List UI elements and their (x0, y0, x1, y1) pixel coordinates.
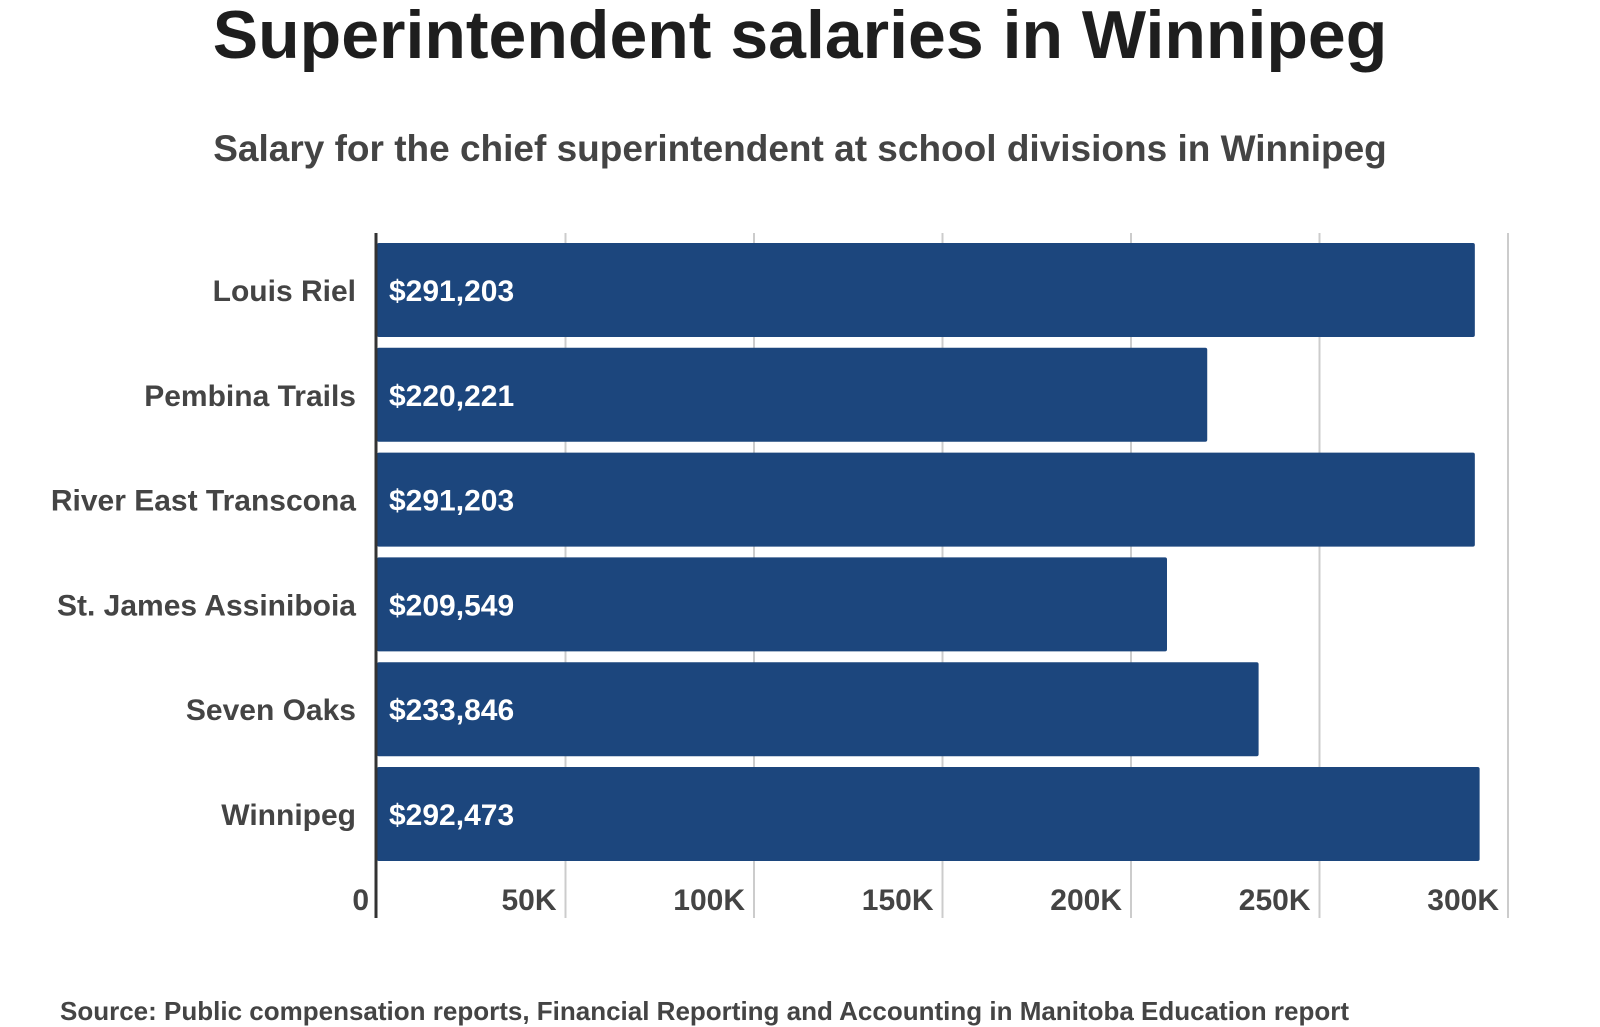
category-label: Pembina Trails (144, 380, 356, 413)
category-label: St. James Assiniboia (57, 589, 356, 622)
bar (377, 557, 1167, 652)
x-tick-label: 100K (673, 884, 745, 917)
category-label: Winnipeg (221, 799, 356, 832)
data-label: $291,203 (389, 275, 514, 308)
category-label: River East Transcona (51, 485, 356, 518)
bar (377, 767, 1480, 861)
chart-title: Superintendent salaries in Winnipeg (212, 0, 1388, 73)
bar (377, 452, 1475, 547)
x-tick-label: 300K (1427, 884, 1499, 917)
bar (377, 243, 1475, 337)
x-tick-label: 0 (352, 884, 369, 917)
category-label: Seven Oaks (186, 694, 356, 727)
bar (377, 662, 1259, 757)
x-tick-label: 250K (1239, 884, 1311, 917)
data-label: $220,221 (389, 380, 514, 413)
data-label: $233,846 (389, 694, 514, 727)
category-labels: Louis Riel Pembina Trails River East Trans… (51, 275, 356, 832)
data-label: $209,549 (389, 589, 514, 622)
category-label: Louis Riel (213, 275, 356, 308)
source-note: Source: Public compensation reports, Fin… (60, 996, 1350, 1026)
bars: $291,203 $220,221 $291,203 $209,549 $233,846… (377, 243, 1480, 861)
x-tick-label: 150K (862, 884, 934, 917)
data-label: $291,203 (389, 485, 514, 518)
x-tick-label: 50K (501, 884, 556, 917)
bar (377, 347, 1208, 442)
chart-subtitle: Salary for the chief superintendent at s… (213, 128, 1387, 169)
data-label: $292,473 (389, 799, 514, 832)
x-axis-tick-labels: 0 50K 100K 150K 200K 250K 300K (352, 884, 1499, 917)
x-tick-label: 200K (1050, 884, 1122, 917)
